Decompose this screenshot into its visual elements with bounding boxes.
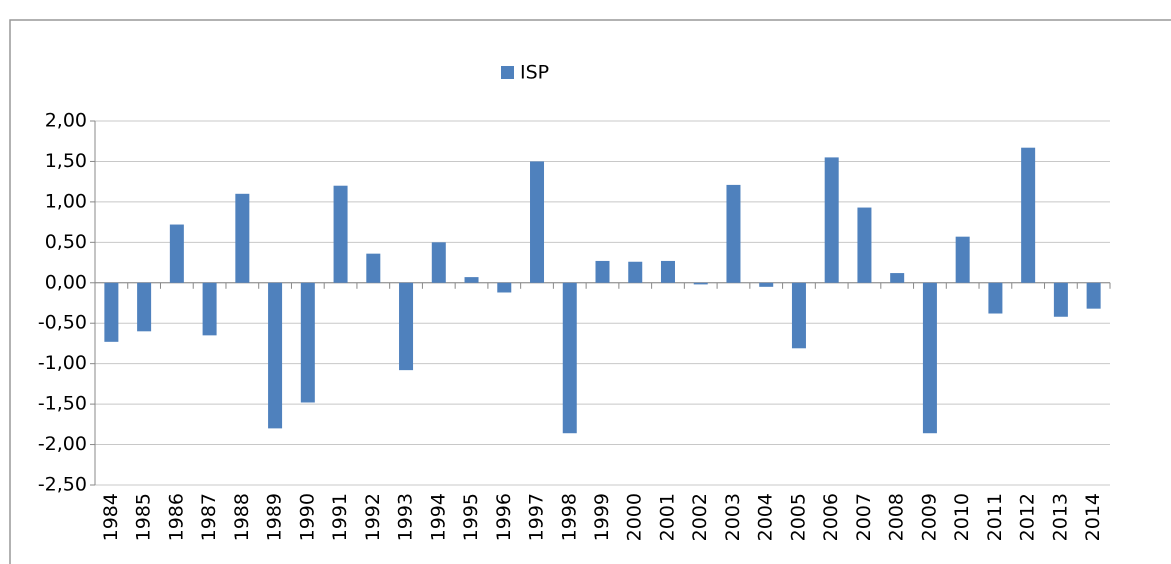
- y-tick-label: -0,50: [38, 312, 87, 334]
- y-tick-label: -2,50: [38, 474, 87, 496]
- bar: [530, 161, 545, 283]
- x-tick-label: 1993: [395, 493, 417, 541]
- y-tick-label: 1,50: [45, 150, 87, 172]
- x-tick-label: 2006: [820, 493, 842, 541]
- bar: [628, 261, 643, 283]
- y-tick-label: 2,00: [45, 110, 87, 132]
- x-tick-label: 1989: [264, 493, 286, 541]
- y-tick-label: -1,50: [38, 393, 87, 415]
- x-tick-label: 2010: [951, 493, 973, 541]
- x-tick-label: 1999: [591, 493, 613, 541]
- x-tick-label: 1994: [427, 493, 449, 541]
- bar: [726, 184, 741, 283]
- bar: [890, 273, 905, 283]
- y-tick-label: 0,00: [45, 271, 87, 293]
- x-tick-label: 1990: [296, 493, 318, 541]
- legend-swatch: [501, 66, 514, 79]
- x-tick-label: 1988: [231, 493, 253, 541]
- x-tick-label: 1997: [526, 493, 548, 541]
- bar: [300, 282, 315, 403]
- bar: [693, 282, 708, 285]
- bar: [660, 260, 675, 283]
- bar: [366, 253, 381, 283]
- x-tick-label: 2007: [853, 493, 875, 541]
- x-tick-label: 2008: [886, 493, 908, 541]
- x-tick-label: 2004: [755, 493, 777, 541]
- x-tick-label: 2009: [918, 493, 940, 541]
- x-tick-label: 2012: [1017, 493, 1039, 541]
- bar: [955, 236, 970, 283]
- x-tick-label: 1992: [362, 493, 384, 541]
- x-tick-label: 1984: [100, 493, 122, 541]
- chart-frame: [9, 19, 1171, 564]
- bar: [104, 282, 119, 342]
- bar: [399, 282, 414, 371]
- bar: [202, 282, 217, 336]
- bar: [497, 282, 512, 293]
- y-tick-label: 1,00: [45, 190, 87, 212]
- bar: [988, 282, 1003, 314]
- bar: [137, 282, 152, 332]
- y-tick-label: -2,00: [38, 433, 87, 455]
- bar: [759, 282, 774, 287]
- legend-label: ISP: [520, 62, 549, 84]
- y-tick-label: -1,00: [38, 352, 87, 374]
- x-tick-label: 2000: [624, 493, 646, 541]
- bar: [431, 242, 446, 283]
- x-tick-label: 2001: [656, 493, 678, 541]
- bar: [562, 282, 577, 434]
- x-tick-label: 2002: [689, 493, 711, 541]
- bar: [1021, 147, 1036, 283]
- y-tick-label: 0,50: [45, 231, 87, 253]
- bar: [333, 185, 348, 283]
- x-tick-label: 1987: [198, 493, 220, 541]
- bar: [1086, 282, 1101, 309]
- x-tick-label: 1995: [460, 493, 482, 541]
- bar: [922, 282, 937, 434]
- x-tick-label: 1998: [558, 493, 580, 541]
- x-tick-label: 2011: [984, 493, 1006, 541]
- x-tick-label: 1986: [165, 493, 187, 541]
- bar: [464, 277, 479, 283]
- bar: [169, 224, 184, 283]
- bar: [595, 260, 610, 283]
- bar: [824, 157, 839, 283]
- x-tick-label: 1985: [133, 493, 155, 541]
- bar: [1053, 282, 1068, 317]
- x-tick-label: 2005: [787, 493, 809, 541]
- x-tick-label: 2014: [1082, 493, 1104, 541]
- bar: [791, 282, 806, 349]
- x-tick-label: 2003: [722, 493, 744, 541]
- bar: [235, 193, 250, 283]
- x-tick-label: 1996: [493, 493, 515, 541]
- bar: [857, 207, 872, 283]
- x-tick-label: 1991: [329, 493, 351, 541]
- x-tick-label: 2013: [1049, 493, 1071, 541]
- bar: [268, 282, 283, 429]
